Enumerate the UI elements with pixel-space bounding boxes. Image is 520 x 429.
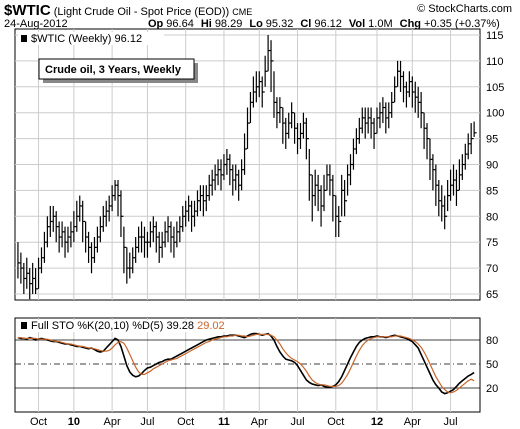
sto-title: Full STO %K(20,10) %D(5) (31, 320, 163, 332)
y-tick-label: 90 (486, 160, 498, 172)
stat-label: Chg (400, 18, 421, 30)
date: 24-Aug-2012 (4, 18, 68, 30)
sto-legend-swatch (21, 322, 27, 329)
sto-panel (14, 317, 481, 413)
stat-value: 95.32 (266, 18, 294, 30)
marks (17, 35, 477, 395)
sto-d-value: 29.02 (197, 320, 225, 332)
x-tick-label: Apr (251, 416, 268, 428)
x-tick-label: Oct (177, 416, 194, 428)
legend-label: $WTIC (Weekly) (31, 33, 111, 45)
x-tick-label: Apr (404, 416, 421, 428)
annotation-box (38, 58, 195, 80)
x-tick-label: 10 (68, 416, 80, 428)
legend: $WTIC (Weekly) 96.12 (31, 33, 142, 45)
chart-header: $WTIC (Light Crude Oil - Spot Price (EOD… (4, 2, 252, 19)
stat-label: Vol (349, 18, 365, 30)
stat-value: 98.29 (215, 18, 243, 30)
source: © StockCharts.com (417, 3, 512, 15)
stat-value: +0.35 (+0.37%) (424, 18, 500, 30)
stat-value: 1.0M (368, 18, 392, 30)
y-tick-label: 75 (486, 237, 498, 249)
y-tick-label: 100 (486, 108, 504, 120)
y-tick-label: 50 (486, 359, 498, 371)
exchange: CME (232, 7, 252, 17)
y-tick-label: 20 (486, 383, 498, 395)
stat-label: Op (148, 18, 164, 30)
y-tick-label: 80 (486, 335, 498, 347)
stat-label: Lo (249, 18, 263, 30)
grid: Oct 10 Apr Jul Oct 11 Apr Jul Oct 12 Apr Jul 65 70 75 8… (15, 29, 504, 428)
x-tick-label: Oct (327, 416, 344, 428)
x-tick-label: Oct (30, 416, 47, 428)
x-tick-label: Jul (444, 416, 458, 428)
sto-legend: Full STO %K(20,10) %D(5) 39.28 29.02 (31, 320, 225, 332)
sto-line (17, 333, 475, 394)
annotation: Crude oil, 3 Years, Weekly (45, 64, 182, 76)
legend-bg (18, 32, 164, 45)
x-tick-label: 12 (371, 416, 383, 428)
y-tick-label: 115 (486, 30, 504, 42)
x-tick-label: Jul (140, 416, 154, 428)
legend-value: 96.12 (115, 33, 143, 45)
symbol: $WTIC (4, 2, 51, 19)
stats: Op 96.64 Hi 98.29 Lo 95.32 Cl 96.12 Vol 1.0M Chg +0… (148, 18, 500, 30)
x-tick-label: Apr (104, 416, 121, 428)
sto-k-value: 39.28 (167, 320, 195, 332)
stat-value: 96.12 (314, 18, 342, 30)
description: (Light Crude Oil - Spot Price (EOD)) (54, 6, 229, 18)
y-tick-label: 110 (486, 56, 504, 68)
y-tick-label: 65 (486, 289, 498, 301)
stat-label: Hi (201, 18, 212, 30)
y-tick-label: 85 (486, 185, 498, 197)
stat-label: Cl (300, 18, 311, 30)
sto-legend-bg (18, 320, 278, 332)
x-tick-label: Jul (291, 416, 305, 428)
stat-value: 96.64 (166, 18, 194, 30)
y-tick-label: 70 (486, 263, 498, 275)
y-tick-label: 105 (486, 82, 504, 94)
x-tick-label: 11 (218, 416, 230, 428)
legend-swatch (21, 35, 27, 42)
y-tick-label: 80 (486, 211, 498, 223)
y-tick-label: 95 (486, 134, 498, 146)
